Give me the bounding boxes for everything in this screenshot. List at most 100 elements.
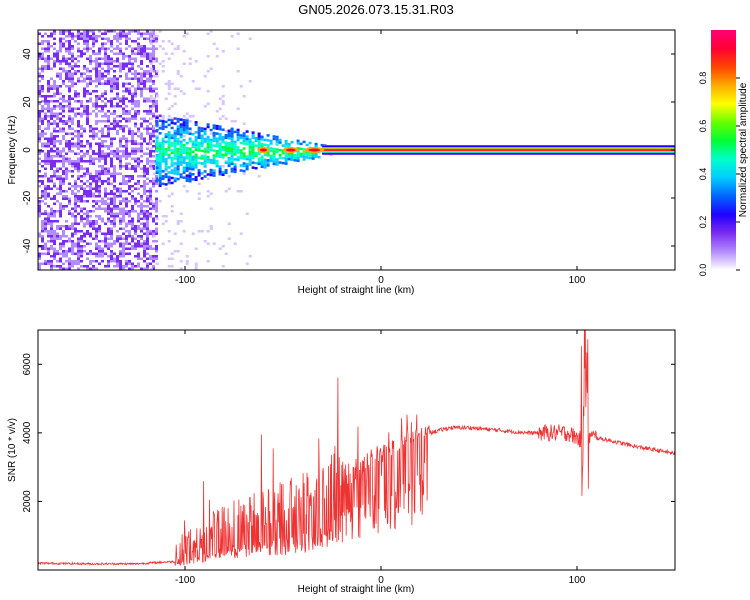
heatmap-cell [50, 220, 53, 223]
heatmap-cell [254, 151, 258, 155]
heatmap-cell [59, 112, 62, 115]
heatmap-cell [146, 210, 149, 213]
heatmap-cell [143, 205, 146, 208]
heatmap-cell [221, 85, 225, 88]
heatmap-cell [71, 247, 74, 250]
heatmap-cell [224, 136, 228, 140]
heatmap-cell [122, 90, 125, 93]
heatmap-cell [119, 207, 122, 210]
heatmap-cell [71, 242, 74, 245]
heatmap-cell [182, 126, 186, 129]
heatmap-cell [56, 250, 59, 253]
heatmap-cell [65, 250, 68, 253]
heatmap-cell [137, 265, 140, 268]
heatmap-cell [194, 247, 198, 250]
heatmap-cell [71, 32, 74, 35]
heatmap-cell [86, 117, 89, 120]
heatmap-cell [59, 62, 62, 65]
heatmap-cell [140, 197, 143, 200]
heatmap-cell [116, 187, 119, 190]
heatmap-cell [209, 67, 213, 70]
heatmap-cell [134, 87, 137, 90]
heatmap-cell [140, 155, 143, 158]
heatmap-cell [83, 42, 86, 45]
heatmap-cell [155, 149, 159, 152]
heatmap-cell [116, 122, 119, 125]
heatmap-cell [233, 165, 237, 169]
heatmap-cell [113, 97, 116, 100]
heatmap-cell [128, 187, 131, 190]
heatmap-cell [47, 212, 50, 215]
heatmap-cell [50, 177, 53, 180]
heatmap-cell [215, 132, 219, 135]
heatmap-cell [44, 107, 47, 110]
heatmap-cell [248, 255, 252, 258]
heatmap-cell [197, 149, 201, 152]
top-x-tick-label: -100 [175, 275, 195, 286]
heatmap-cell [176, 130, 180, 133]
heatmap-cell [68, 65, 71, 68]
heatmap-cell [230, 132, 234, 136]
heatmap-cell [62, 100, 65, 103]
heatmap-cell [92, 177, 95, 180]
heatmap-cell [212, 161, 216, 165]
heatmap-cell [110, 172, 113, 175]
heatmap-cell [128, 180, 131, 183]
heatmap-cell [86, 122, 89, 125]
heatmap-cell [152, 132, 155, 135]
heatmap-cell [65, 142, 68, 145]
heatmap-cell [203, 240, 207, 243]
heatmap-cell [44, 172, 47, 175]
heatmap-cell [89, 55, 92, 58]
heatmap-cell [44, 160, 47, 163]
heatmap-cell [41, 107, 44, 110]
heatmap-cell [164, 220, 168, 223]
heatmap-cell [89, 195, 92, 198]
heatmap-cell [131, 210, 134, 213]
heatmap-cell [137, 240, 140, 243]
heatmap-cell [179, 155, 183, 159]
heatmap-cell [53, 230, 56, 233]
heatmap-cell [83, 72, 86, 75]
heatmap-cell [110, 222, 113, 225]
heatmap-cell [284, 139, 288, 143]
heatmap-cell [137, 187, 140, 190]
heatmap-cell [191, 80, 195, 83]
heatmap-cell [41, 220, 44, 223]
heatmap-cell [191, 133, 195, 136]
heatmap-cell [149, 132, 152, 135]
heatmap-cell [314, 152, 318, 156]
heatmap-cell [149, 142, 152, 145]
heatmap-cell [188, 120, 192, 123]
heatmap-cell [68, 145, 71, 148]
heatmap-cell [104, 92, 107, 95]
heatmap-cell [80, 157, 83, 160]
heatmap-cell [122, 117, 125, 120]
heatmap-cell [119, 35, 122, 38]
heatmap-cell [77, 165, 80, 168]
heatmap-cell [197, 146, 201, 150]
heatmap-cell [185, 164, 189, 167]
heatmap-cell [185, 129, 189, 132]
heatmap-cell [134, 242, 137, 245]
heatmap-cell [143, 222, 146, 225]
heatmap-cell [128, 37, 131, 40]
heatmap-cell [158, 142, 162, 145]
heatmap-cell [98, 230, 101, 233]
heatmap-cell [179, 160, 183, 164]
heatmap-cell [173, 134, 177, 138]
heatmap-cell [53, 92, 56, 95]
carrier-blob [308, 148, 321, 152]
heatmap-cell [140, 137, 143, 140]
heatmap-cell [62, 60, 65, 63]
heatmap-cell [284, 152, 288, 155]
heatmap-cell [95, 95, 98, 98]
heatmap-cell [119, 32, 122, 35]
heatmap-cell [143, 47, 146, 50]
heatmap-cell [44, 155, 47, 158]
heatmap-cell [200, 230, 204, 233]
heatmap-cell [101, 207, 104, 210]
heatmap-cell [110, 80, 113, 83]
heatmap-cell [206, 125, 210, 129]
heatmap-cell [158, 174, 162, 178]
